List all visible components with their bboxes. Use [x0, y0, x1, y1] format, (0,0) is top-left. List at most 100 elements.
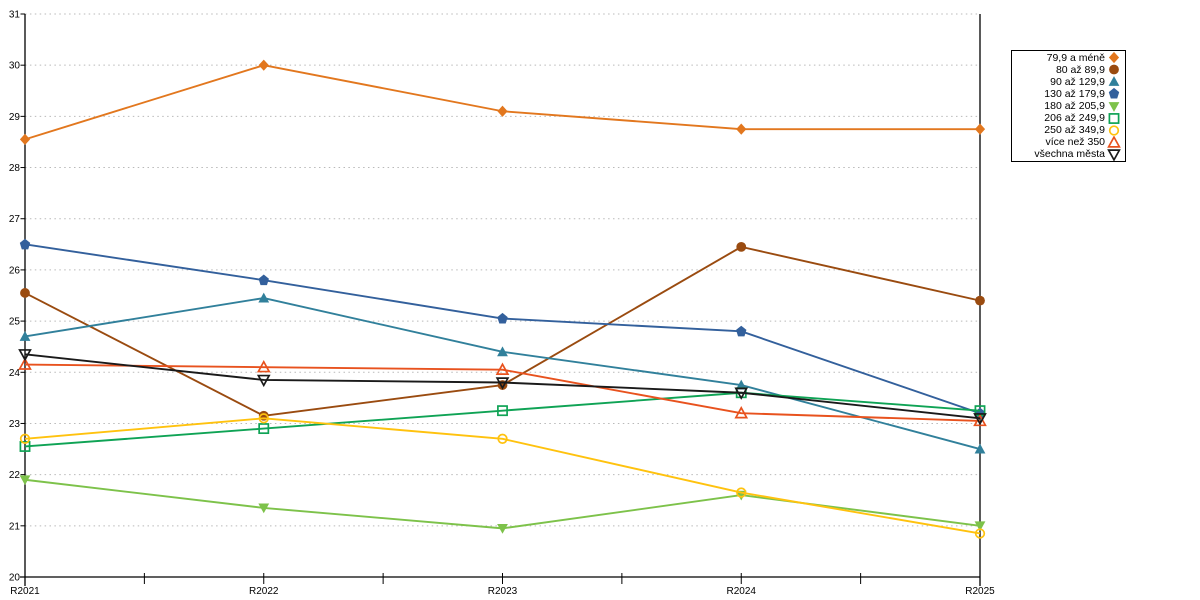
series-2 [20, 241, 985, 421]
legend-item-label: více než 350 [1045, 136, 1105, 149]
series-9 [18, 349, 987, 426]
data-point-marker [19, 331, 31, 341]
legend-item: 206 až 249,9 [1016, 112, 1122, 124]
legend-item: 180 až 205,9 [1016, 100, 1122, 112]
data-point-marker [256, 359, 271, 373]
data-point-marker [258, 292, 270, 303]
data-point-marker [258, 423, 270, 435]
x-axis-tick-label: R2025 [965, 586, 995, 597]
data-point-marker [19, 238, 31, 250]
legend-item-label: všechna města [1034, 148, 1105, 161]
data-point-marker [974, 443, 986, 454]
data-point-marker [258, 503, 270, 514]
legend-item: 80 až 89,9 [1016, 64, 1122, 76]
data-point-marker [734, 387, 749, 400]
data-point-marker [497, 433, 508, 444]
legend-item-label: 206 až 249,9 [1044, 112, 1105, 125]
data-point-marker [1108, 76, 1120, 87]
series-line [24, 64, 980, 141]
x-axis-tick-label: R2022 [249, 586, 279, 597]
data-point-marker [497, 523, 508, 534]
y-axis-tick-label: 24 [9, 368, 21, 379]
series-line [24, 245, 981, 417]
data-point-marker [258, 413, 269, 424]
y-axis-tick-label: 29 [9, 112, 21, 123]
data-point-marker [497, 346, 508, 357]
data-point-marker [1107, 135, 1121, 148]
data-point-marker [736, 487, 747, 498]
data-point-marker [19, 475, 31, 486]
series-4 [19, 238, 986, 419]
data-point-marker [495, 377, 510, 390]
legend-item-label: 180 až 205,9 [1044, 100, 1105, 112]
legend-item-label: 90 až 129,9 [1050, 75, 1105, 88]
series-1 [19, 59, 986, 145]
data-point-marker [497, 405, 508, 417]
data-point-marker [18, 357, 32, 370]
y-axis-tick-label: 21 [9, 521, 21, 532]
triangle-down-legend-icon [1107, 149, 1121, 161]
x-axis-tick-label: R2024 [727, 586, 757, 597]
y-axis-tick-label: 22 [9, 470, 21, 481]
legend-item: 250 až 349,9 [1016, 124, 1122, 136]
data-point-marker [497, 312, 508, 324]
data-point-marker [736, 325, 747, 337]
circle-legend-icon [1109, 64, 1119, 75]
triangle-up-legend-icon [1108, 76, 1120, 87]
legend-item-label: 79,9 a méně [1046, 51, 1105, 64]
data-point-marker [736, 123, 747, 135]
y-axis-tick-label: 26 [9, 265, 21, 276]
diamond-legend-icon [1108, 52, 1120, 64]
series-line [24, 478, 981, 530]
data-point-marker [19, 433, 31, 444]
data-point-marker [1108, 125, 1120, 136]
data-point-marker [19, 441, 31, 452]
data-point-marker [20, 288, 30, 298]
data-point-marker [973, 413, 987, 426]
pentagon-legend-icon [1108, 88, 1120, 99]
data-point-marker [1108, 101, 1120, 112]
data-point-marker [258, 59, 269, 71]
series-7 [19, 413, 986, 539]
legend-item-label: 80 až 89,9 [1055, 63, 1105, 76]
data-point-marker [975, 295, 985, 306]
data-point-marker [19, 133, 31, 145]
triangle-up-legend-icon [1107, 135, 1121, 148]
data-point-marker [497, 105, 508, 117]
series-6 [19, 387, 986, 452]
y-axis-tick-label: 31 [9, 10, 21, 21]
legend-item-label: 130 až 179,9 [1044, 87, 1105, 100]
legend-item: více než 350 [1016, 135, 1122, 149]
data-point-marker [974, 521, 986, 532]
series-line [24, 353, 981, 420]
x-axis-tick-label: R2021 [10, 586, 40, 597]
data-point-marker [495, 362, 510, 375]
square-legend-icon [1108, 112, 1120, 124]
data-point-marker [736, 241, 747, 252]
series-line [24, 391, 981, 448]
y-axis-tick-label: 27 [9, 214, 21, 225]
data-point-marker [258, 274, 269, 286]
legend-item: 79,9 a méně [1016, 52, 1122, 64]
data-point-marker [734, 406, 749, 419]
data-point-marker [1108, 52, 1120, 64]
data-point-marker [1107, 149, 1121, 161]
data-point-marker [1108, 112, 1120, 124]
series-line [24, 417, 981, 535]
data-point-marker [1109, 64, 1119, 75]
data-point-marker [18, 349, 32, 362]
legend-item-label: 250 až 349,9 [1044, 124, 1105, 137]
y-axis-tick-label: 30 [9, 61, 21, 72]
legend-item: všechna města [1016, 148, 1122, 161]
data-point-marker [256, 374, 271, 388]
data-point-marker [1108, 88, 1120, 99]
x-axis-tick-label: R2023 [488, 586, 518, 597]
y-axis-tick-label: 25 [9, 317, 21, 328]
data-point-marker [974, 123, 986, 135]
data-point-marker [735, 379, 747, 390]
series-5 [19, 475, 986, 534]
circle-legend-icon [1108, 125, 1120, 136]
data-point-marker [974, 528, 986, 539]
